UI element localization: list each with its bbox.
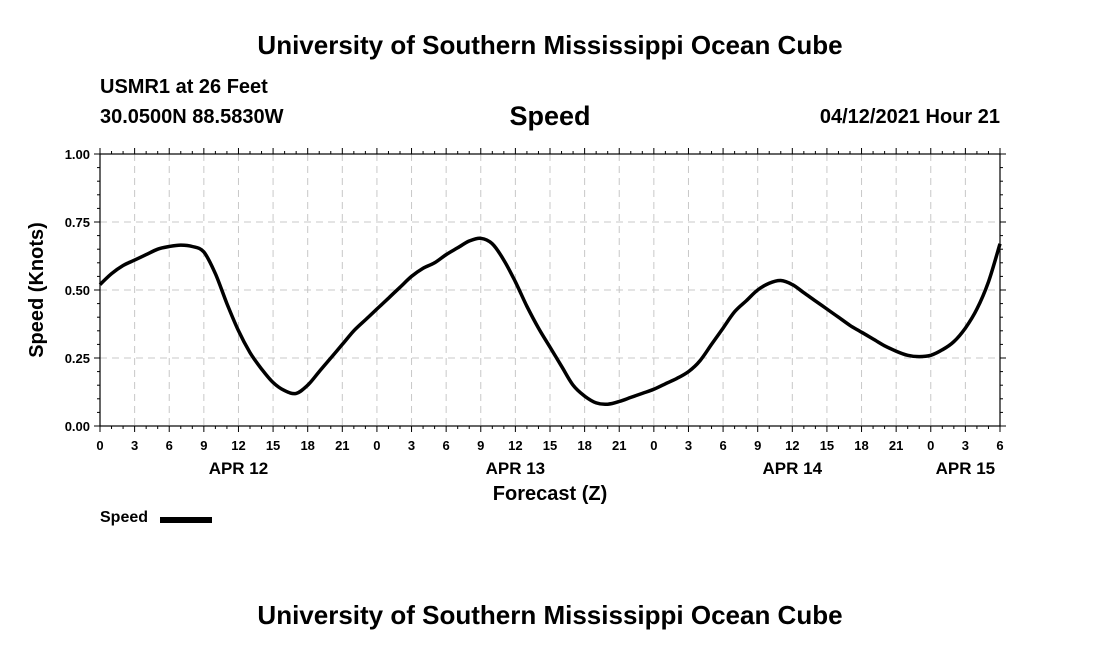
x-tick-label: 6 <box>719 438 726 453</box>
station-label: USMR1 at 26 Feet <box>100 76 268 98</box>
x-tick-label: 9 <box>477 438 484 453</box>
x-tick-label: 9 <box>754 438 761 453</box>
axis-ticks <box>94 148 1006 432</box>
x-tick-label: 18 <box>300 438 314 453</box>
x-tick-label: 18 <box>577 438 591 453</box>
x-tick-label: 3 <box>408 438 415 453</box>
x-tick-label: 0 <box>373 438 380 453</box>
x-tick-label: 6 <box>443 438 450 453</box>
grid <box>100 154 1000 426</box>
x-tick-label: 18 <box>854 438 868 453</box>
x-tick-label: 6 <box>996 438 1003 453</box>
day-label: APR 14 <box>763 459 823 478</box>
chart-title: Speed <box>509 101 591 131</box>
x-tick-label: 21 <box>335 438 349 453</box>
x-tick-label: 15 <box>266 438 280 453</box>
x-tick-label: 0 <box>96 438 103 453</box>
x-tick-label: 12 <box>231 438 245 453</box>
y-tick-label: 0.50 <box>65 283 90 298</box>
x-tick-label: 0 <box>650 438 657 453</box>
x-tick-label: 3 <box>685 438 692 453</box>
x-tick-label: 12 <box>785 438 799 453</box>
run-time-label: 04/12/2021 Hour 21 <box>819 106 1000 128</box>
x-tick-label: 15 <box>543 438 557 453</box>
y-tick-label: 0.75 <box>65 215 90 230</box>
coordinates-label: 30.0500N 88.5830W <box>100 106 284 128</box>
legend-swatch-speed <box>160 517 212 523</box>
series-line-speed <box>98 236 1002 407</box>
x-tick-label: 12 <box>508 438 522 453</box>
x-tick-label: 3 <box>962 438 969 453</box>
day-label: APR 13 <box>486 459 546 478</box>
legend-label-speed: Speed <box>100 509 149 526</box>
day-label: APR 15 <box>936 459 996 478</box>
x-tick-label: 9 <box>200 438 207 453</box>
day-label: APR 12 <box>209 459 269 478</box>
axis-labels: 0.00 0.25 0.50 0.75 1.00 0 3 6 9 12 15 18 21 0 3 6 9 12 15… <box>65 147 1004 478</box>
x-tick-label: 21 <box>889 438 903 453</box>
x-tick-label: 0 <box>927 438 934 453</box>
footer-title: University of Southern Mississippi Ocean… <box>257 600 843 630</box>
x-tick-label: 21 <box>612 438 626 453</box>
y-tick-label: 0.00 <box>65 419 90 434</box>
y-tick-label: 0.25 <box>65 351 90 366</box>
x-tick-label: 15 <box>820 438 834 453</box>
page-title: University of Southern Mississippi Ocean… <box>257 30 843 60</box>
x-tick-label: 3 <box>131 438 138 453</box>
y-tick-label: 1.00 <box>65 147 90 162</box>
x-axis-label: Forecast (Z) <box>493 483 607 505</box>
y-axis-label: Speed (Knots) <box>26 222 48 358</box>
x-tick-label: 6 <box>166 438 173 453</box>
